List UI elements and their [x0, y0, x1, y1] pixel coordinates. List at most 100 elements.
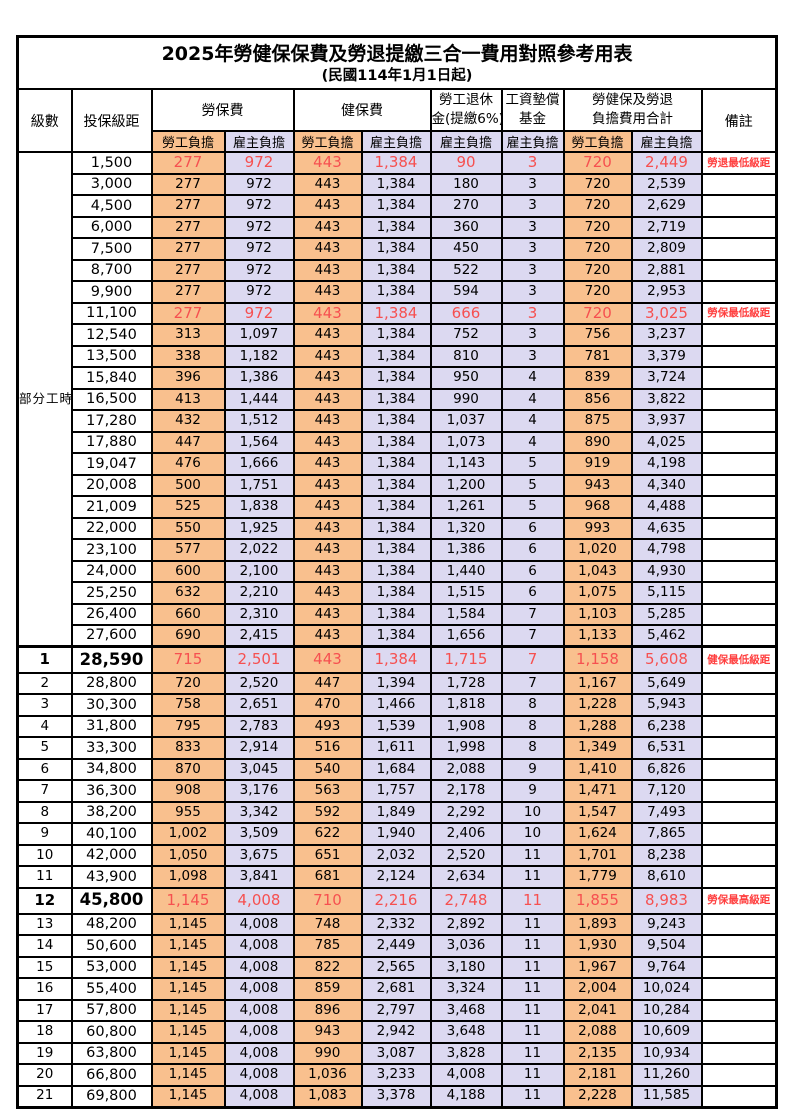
- cell-remark: [700, 387, 778, 411]
- header-health-insurance: 健保費: [292, 88, 432, 132]
- cell-pension-employer: 666: [429, 301, 503, 325]
- cell-total-employer: 4,930: [630, 559, 703, 583]
- cell-health-employee: 859: [292, 977, 363, 1001]
- cell-remark: [700, 624, 778, 648]
- cell-labor-employee: 413: [150, 387, 226, 411]
- cell-level: 16: [16, 977, 73, 1001]
- table-row: 19,047 476 1,666 443 1,384 1,143 5 919 4,198: [18, 452, 778, 476]
- cell-health-employer: 1,384: [360, 452, 432, 476]
- cell-wage-fund-employer: 6: [500, 538, 565, 562]
- cell-bracket: 9,900: [70, 280, 153, 304]
- table-row: 17,880 447 1,564 443 1,384 1,073 4 890 4,025: [18, 430, 778, 454]
- cell-remark: [700, 779, 778, 803]
- table-row: 13 48,200 1,145 4,008 748 2,332 2,892 11 1,893 9,…: [16, 912, 778, 936]
- cell-labor-employer: 4,008: [223, 1041, 295, 1065]
- cell-labor-employer: 3,841: [223, 865, 295, 889]
- cell-wage-fund-employer: 8: [500, 736, 565, 760]
- cell-remark: [700, 843, 778, 867]
- cell-labor-employer: 1,838: [223, 495, 295, 519]
- cell-labor-employee: 908: [150, 779, 226, 803]
- cell-pension-employer: 2,634: [429, 865, 503, 889]
- cell-pension-employer: 3,036: [429, 934, 503, 958]
- cell-remark: [700, 736, 778, 760]
- cell-wage-fund-employer: 5: [500, 473, 565, 497]
- cell-labor-employer: 4,008: [223, 977, 295, 1001]
- cell-labor-employee: 870: [150, 757, 226, 781]
- cell-remark: [700, 1063, 778, 1087]
- cell-remark: [700, 865, 778, 889]
- cell-bracket: 28,590: [70, 645, 153, 674]
- cell-bracket: 20,008: [70, 473, 153, 497]
- cell-remark: [700, 430, 778, 454]
- table-row: 19 63,800 1,145 4,008 990 3,087 3,828 11 2,135 10…: [16, 1041, 778, 1065]
- cell-remark: 健保最低級距: [700, 645, 778, 674]
- cell-labor-employer: 4,008: [223, 886, 295, 915]
- cell-health-employee: 1,083: [292, 1084, 363, 1108]
- cell-wage-fund-employer: 6: [500, 559, 565, 583]
- table-row: 27,600 690 2,415 443 1,384 1,656 7 1,133 5,462: [18, 624, 778, 648]
- cell-total-employer: 7,493: [630, 800, 703, 824]
- cell-health-employer: 1,611: [360, 736, 432, 760]
- cell-total-employer: 3,937: [630, 409, 703, 433]
- table-row: 12,540 313 1,097 443 1,384 752 3 756 3,237: [18, 323, 778, 347]
- cell-labor-employer: 4,008: [223, 1084, 295, 1108]
- cell-level: 2: [16, 671, 73, 695]
- subheader-li-employee: 勞工負擔: [150, 130, 226, 153]
- cell-total-employee: 1,893: [562, 912, 633, 936]
- cell-bracket: 17,880: [70, 430, 153, 454]
- cell-wage-fund-employer: 11: [500, 865, 565, 889]
- cell-labor-employee: 277: [150, 258, 226, 282]
- cell-level: 5: [16, 736, 73, 760]
- cell-total-employee: 1,349: [562, 736, 633, 760]
- cell-wage-fund-employer: 11: [500, 843, 565, 867]
- cell-pension-employer: 2,892: [429, 912, 503, 936]
- cell-labor-employer: 972: [223, 215, 295, 239]
- cell-remark: [700, 495, 778, 519]
- table-row: 6,000 277 972 443 1,384 360 3 720 2,719: [18, 215, 778, 239]
- cell-bracket: 15,840: [70, 366, 153, 390]
- table-row: 15,840 396 1,386 443 1,384 950 4 839 3,724: [18, 366, 778, 390]
- cell-wage-fund-employer: 5: [500, 495, 565, 519]
- cell-health-employee: 1,036: [292, 1063, 363, 1087]
- table-title-block: 2025年勞健保保費及勞退提繳三合一費用對照參考用表 (民國114年1月1日起): [16, 35, 778, 90]
- cell-health-employer: 2,797: [360, 998, 432, 1022]
- cell-labor-employer: 972: [223, 194, 295, 218]
- cell-total-employer: 4,798: [630, 538, 703, 562]
- cell-bracket: 55,400: [70, 977, 153, 1001]
- cell-labor-employee: 660: [150, 602, 226, 626]
- cell-health-employee: 447: [292, 671, 363, 695]
- header-level: 級數: [16, 88, 73, 153]
- cell-health-employee: 443: [292, 645, 363, 674]
- table-row: 15 53,000 1,145 4,008 822 2,565 3,180 11 1,967 9,…: [16, 955, 778, 979]
- cell-remark: [700, 473, 778, 497]
- cell-labor-employee: 277: [150, 151, 226, 175]
- cell-pension-employer: 1,818: [429, 693, 503, 717]
- cell-total-employee: 1,624: [562, 822, 633, 846]
- cell-health-employer: 1,394: [360, 671, 432, 695]
- cell-wage-fund-employer: 7: [500, 624, 565, 648]
- cell-labor-employee: 1,145: [150, 955, 226, 979]
- cell-total-employer: 6,826: [630, 757, 703, 781]
- cell-bracket: 25,250: [70, 581, 153, 605]
- cell-total-employee: 720: [562, 258, 633, 282]
- cell-level: 6: [16, 757, 73, 781]
- cell-total-employer: 7,120: [630, 779, 703, 803]
- cell-pension-employer: 1,715: [429, 645, 503, 674]
- cell-labor-employer: 1,182: [223, 344, 295, 368]
- cell-labor-employer: 4,008: [223, 955, 295, 979]
- cell-pension-employer: 1,728: [429, 671, 503, 695]
- cell-pension-employer: 3,180: [429, 955, 503, 979]
- cell-health-employee: 470: [292, 693, 363, 717]
- cell-total-employer: 5,115: [630, 581, 703, 605]
- cell-total-employee: 1,167: [562, 671, 633, 695]
- cell-labor-employee: 1,050: [150, 843, 226, 867]
- cell-bracket: 6,000: [70, 215, 153, 239]
- cell-total-employer: 9,243: [630, 912, 703, 936]
- cell-labor-employee: 1,145: [150, 886, 226, 915]
- cell-wage-fund-employer: 6: [500, 581, 565, 605]
- cell-health-employer: 3,087: [360, 1041, 432, 1065]
- cell-health-employee: 443: [292, 344, 363, 368]
- cell-health-employer: 1,384: [360, 624, 432, 648]
- cell-total-employer: 10,934: [630, 1041, 703, 1065]
- cell-level: 14: [16, 934, 73, 958]
